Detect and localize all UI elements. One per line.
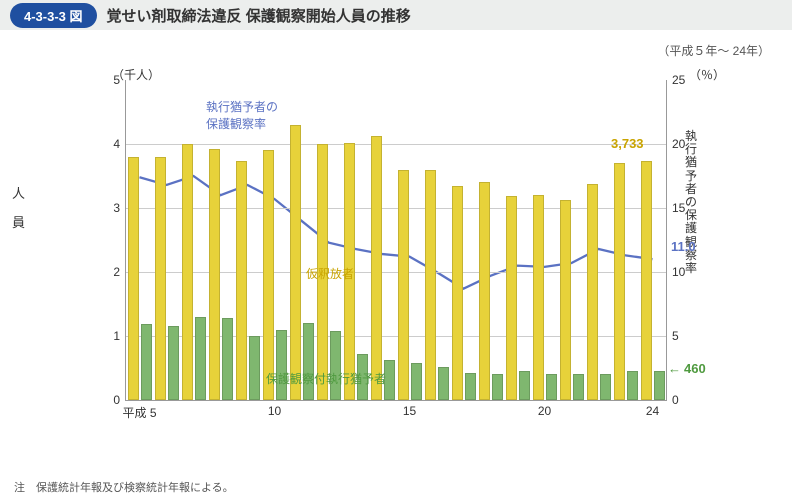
bar-yellow <box>128 157 139 400</box>
figure-title: 覚せい剤取締法違反 保護観察開始人員の推移 <box>107 5 411 26</box>
bar-yellow <box>506 196 517 400</box>
ytick-left: 5 <box>113 73 126 87</box>
bar-yellow <box>155 157 166 400</box>
grid-line <box>126 208 666 209</box>
bar-green <box>573 374 584 400</box>
bar-green <box>411 363 422 400</box>
bar-green <box>141 324 152 400</box>
grid-line <box>126 272 666 273</box>
bar-green <box>330 331 341 400</box>
plot-area: 0123450510152025平成 510152024執行猶予者の 保護観察率… <box>125 80 667 401</box>
figure-header: 4-3-3-3 図 覚せい剤取締法違反 保護観察開始人員の推移 <box>0 0 792 30</box>
ytick-right: 20 <box>666 137 685 151</box>
bar-yellow <box>614 163 625 400</box>
xtick-label: 平成 5 <box>122 400 156 421</box>
ytick-left: 2 <box>113 265 126 279</box>
xtick-label: 15 <box>403 400 416 418</box>
grid-line <box>126 336 666 337</box>
left-axis-title-1: 人 <box>12 180 25 209</box>
figure-badge: 4-3-3-3 図 <box>10 3 97 28</box>
bar-green <box>519 371 530 400</box>
bar-yellow <box>398 170 409 400</box>
endpoint-blue: 11.0 <box>671 239 696 254</box>
grid-line <box>126 144 666 145</box>
bar-green <box>195 317 206 400</box>
bar-green <box>465 373 476 400</box>
left-axis-title-2: 員 <box>12 209 25 238</box>
bar-green <box>438 367 449 400</box>
bar-yellow <box>263 150 274 400</box>
ytick-left: 3 <box>113 201 126 215</box>
line-label: 執行猶予者の 保護観察率 <box>206 98 278 132</box>
endpoint-yellow: 3,733 <box>611 136 644 151</box>
endpoint-green: 460 <box>684 361 706 376</box>
xtick-label: 24 <box>646 400 659 418</box>
bar-yellow <box>236 161 247 400</box>
ytick-right: 0 <box>666 393 679 407</box>
ytick-right: 25 <box>666 73 685 87</box>
bar-yellow <box>641 161 652 400</box>
bar-green <box>222 318 233 400</box>
bar-green <box>627 371 638 400</box>
bar-green <box>303 323 314 400</box>
ytick-left: 4 <box>113 137 126 151</box>
xtick-label: 20 <box>538 400 551 418</box>
bar-yellow <box>209 149 220 400</box>
arrow-green: ← <box>668 361 681 376</box>
bar-yellow <box>371 136 382 400</box>
bar-yellow <box>479 182 490 400</box>
bar-yellow <box>452 186 463 400</box>
yellow-label: 仮釈放者 <box>306 265 354 282</box>
ytick-left: 1 <box>113 329 126 343</box>
bar-green <box>546 374 557 400</box>
bar-yellow <box>560 200 571 400</box>
bar-yellow <box>290 125 301 400</box>
footnote: 注 保護統計年報及び検察統計年報による。 <box>14 479 234 495</box>
bar-green <box>492 374 503 400</box>
ytick-right: 5 <box>666 329 679 343</box>
bar-green <box>276 330 287 400</box>
green-label: 保護観察付執行猶予者 <box>266 370 386 387</box>
right-axis-unit: （％） <box>689 66 725 83</box>
bar-green <box>249 336 260 400</box>
bar-green <box>654 371 665 400</box>
ytick-right: 10 <box>666 265 685 279</box>
bar-yellow <box>533 195 544 400</box>
bar-green <box>168 326 179 400</box>
ytick-right: 15 <box>666 201 685 215</box>
year-range: （平成５年～ 24年） <box>657 42 770 59</box>
bar-green <box>600 374 611 400</box>
bar-yellow <box>182 144 193 400</box>
chart: （千人） （％） 人 員 執行猶予者の保護観察率 012345051015202… <box>70 70 720 450</box>
xtick-label: 10 <box>268 400 281 418</box>
left-axis-title: 人 員 <box>12 180 25 237</box>
bar-yellow <box>425 170 436 400</box>
bar-yellow <box>587 184 598 400</box>
